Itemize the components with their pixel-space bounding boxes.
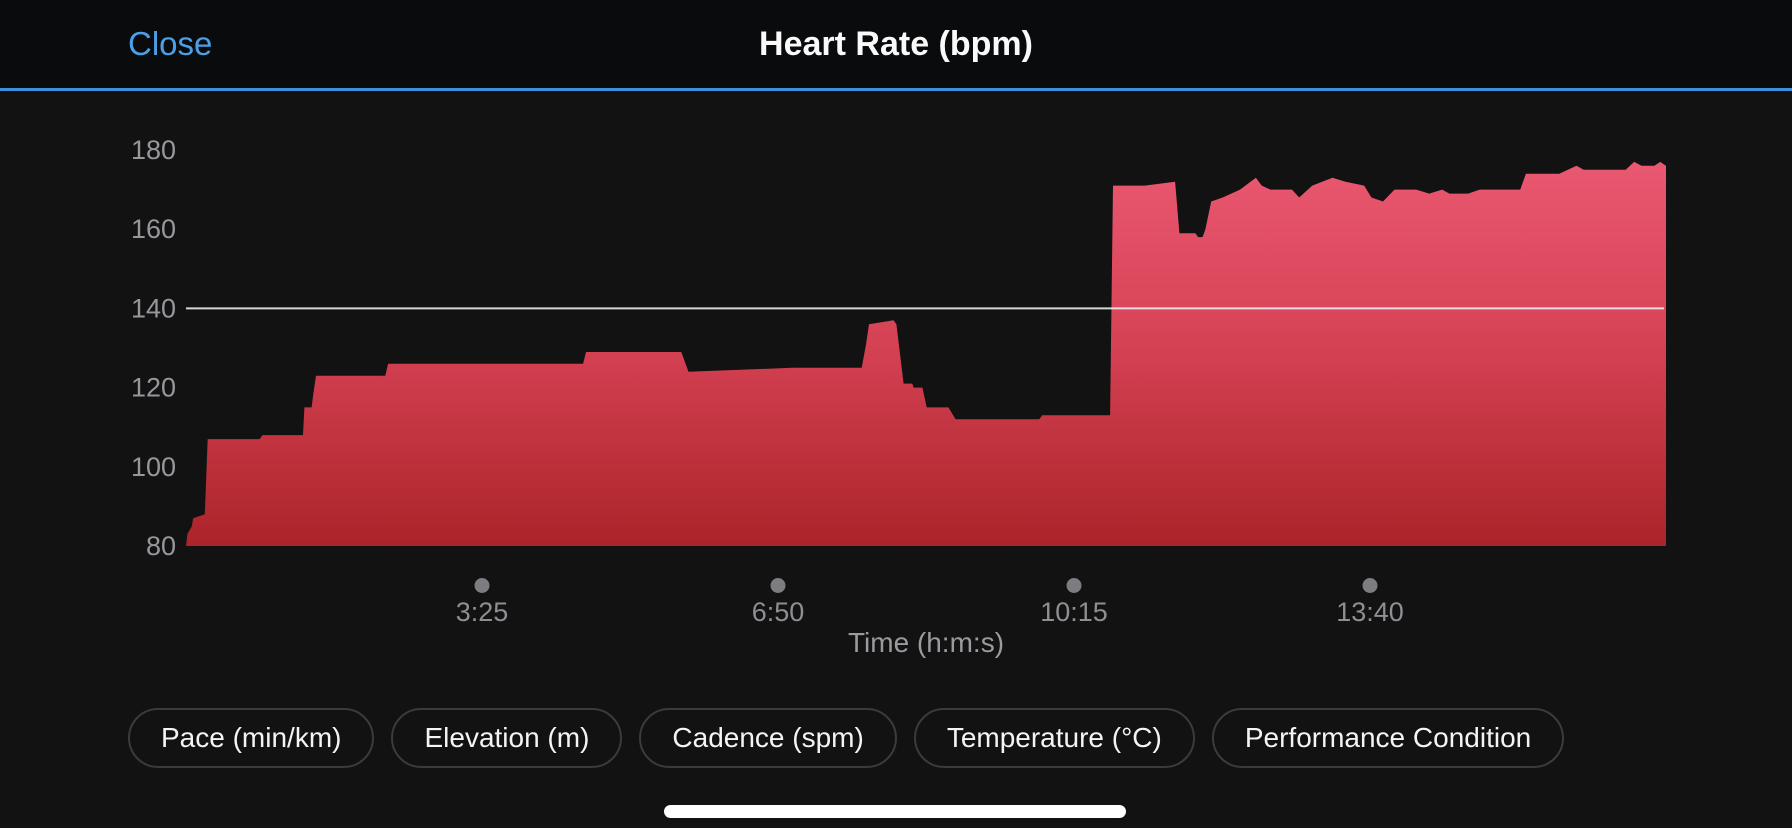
x-axis-tick-label: 10:15 [1040, 597, 1108, 627]
metric-button-elevation[interactable]: Elevation (m) [391, 708, 623, 768]
metric-button-temperature[interactable]: Temperature (°C) [913, 708, 1195, 768]
x-axis-tick-dot [770, 578, 786, 593]
x-axis-tick-dot [1362, 578, 1378, 593]
home-indicator[interactable] [664, 805, 1126, 818]
y-axis-tick-label: 140 [131, 293, 176, 323]
x-axis-tick-dot [474, 578, 490, 593]
x-axis-tick-label: 3:25 [456, 597, 509, 627]
metric-button-cadence[interactable]: Cadence (spm) [639, 708, 897, 768]
y-axis-tick-label: 160 [131, 214, 176, 244]
header-bar: Close Heart Rate (bpm) [0, 0, 1792, 91]
y-axis-tick-label: 120 [131, 373, 176, 403]
close-button[interactable]: Close [128, 0, 212, 88]
x-axis-title: Time (h:m:s) [848, 627, 1004, 658]
x-axis-tick-dot [1066, 578, 1082, 593]
metric-button-pace[interactable]: Pace (min/km) [128, 708, 375, 768]
y-axis-tick-label: 180 [131, 135, 176, 165]
metric-button-performance-condition[interactable]: Performance Condition [1211, 708, 1565, 768]
y-axis-tick-label: 100 [131, 452, 176, 482]
heart-rate-area-series[interactable] [186, 161, 1666, 546]
y-axis-tick-label: 80 [146, 531, 176, 561]
page-title: Heart Rate (bpm) [759, 25, 1033, 63]
x-axis-tick-label: 13:40 [1336, 597, 1404, 627]
x-axis-tick-label: 6:50 [752, 597, 805, 627]
metric-button-row: Pace (min/km) Elevation (m) Cadence (spm… [128, 708, 1565, 768]
